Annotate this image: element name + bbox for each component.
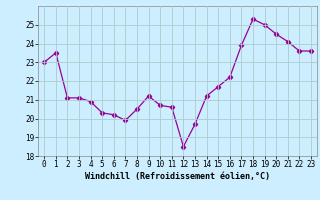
- X-axis label: Windchill (Refroidissement éolien,°C): Windchill (Refroidissement éolien,°C): [85, 172, 270, 181]
